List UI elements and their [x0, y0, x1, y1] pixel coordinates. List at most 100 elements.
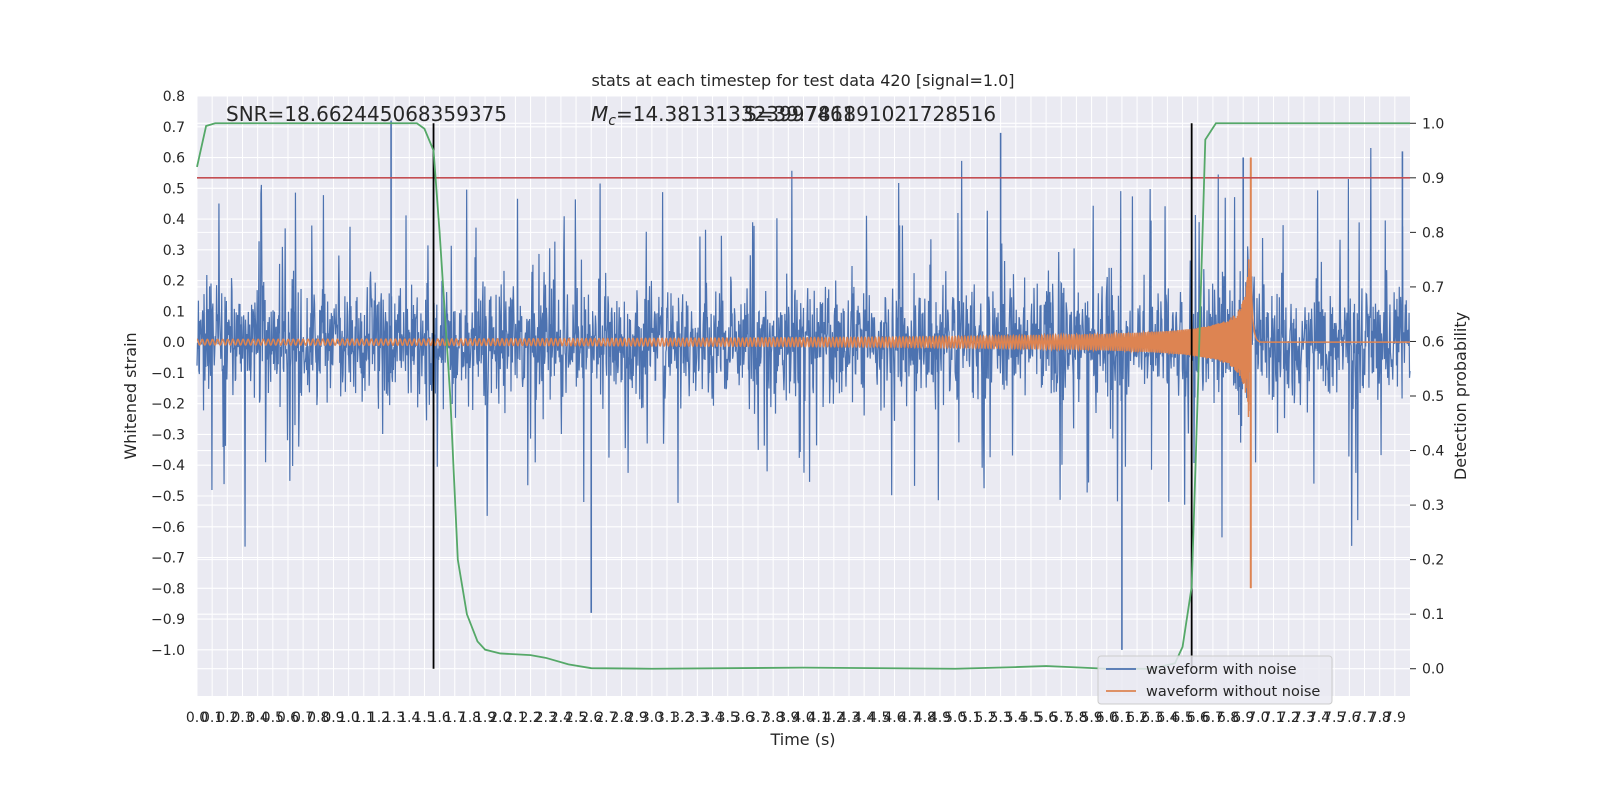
- x-tick-label: 3.9: [777, 710, 799, 726]
- x-tick-label: 0.6: [277, 710, 299, 726]
- y2-tick-label: 0.1: [1422, 607, 1444, 623]
- y2-tick-label: 0.0: [1422, 662, 1444, 678]
- x-tick-label: 5.3: [989, 710, 1011, 726]
- y2-tick-label: 1.0: [1422, 116, 1444, 132]
- chirp-mass-annotation: Mc=14.381313323997461: [591, 102, 855, 129]
- y2-tick-label: 0.2: [1422, 553, 1444, 569]
- y-tick-label: −0.4: [151, 458, 185, 474]
- x-tick-label: 3.8: [762, 710, 784, 726]
- x-tick-label: 4.0: [792, 710, 814, 726]
- x-tick-label: 5.2: [974, 710, 996, 726]
- chirp-mass-subscript: c: [608, 113, 616, 129]
- x-tick-label: 6.8: [1217, 710, 1239, 726]
- x-tick-label: 4.3: [838, 710, 860, 726]
- y-tick-label: 0.3: [163, 243, 185, 259]
- x-tick-label: 5.8: [1065, 710, 1087, 726]
- x-tick-label: 7.4: [1308, 710, 1330, 726]
- x-tick-label: 5.7: [1050, 710, 1072, 726]
- y-tick-label: −0.2: [151, 397, 185, 413]
- x-tick-label: 0.8: [307, 710, 329, 726]
- x-axis-label: Time (s): [769, 730, 835, 749]
- x-tick-label: 4.9: [929, 710, 951, 726]
- x-tick-label: 1.3: [383, 710, 405, 726]
- y-tick-label: 0.2: [163, 274, 185, 290]
- legend-label-noise: waveform with noise: [1146, 662, 1297, 678]
- y-tick-label: −0.5: [151, 489, 185, 505]
- x-tick-label: 7.3: [1293, 710, 1315, 726]
- x-tick-label: 4.2: [823, 710, 845, 726]
- x-tick-label: 5.1: [959, 710, 981, 726]
- x-tick-label: 7.6: [1338, 710, 1360, 726]
- legend: waveform with noise waveform without noi…: [1097, 655, 1333, 705]
- x-tick-label: 7.5: [1323, 710, 1345, 726]
- y2-tick-label: 0.4: [1422, 444, 1444, 460]
- plot-area: [196, 120, 1411, 670]
- x-tick-label: 6.6: [1187, 710, 1209, 726]
- chirp-mass-value: =14.381313323997461: [616, 102, 855, 126]
- s-annotation: S=39.781891021728516: [744, 102, 996, 126]
- y-tick-label: 0.7: [163, 120, 185, 136]
- series-waveform-with-noise: [196, 148, 1411, 547]
- x-tick-label: 0.4: [247, 710, 269, 726]
- x-tick-label: 1.2: [368, 710, 390, 726]
- y-tick-label: −0.6: [151, 520, 185, 536]
- y2-tick-label: 0.7: [1422, 280, 1444, 296]
- x-tick-label: 3.1: [656, 710, 678, 726]
- x-tick-label: 1.7: [444, 710, 466, 726]
- x-tick-label: 3.7: [747, 710, 769, 726]
- x-tick-label: 2.6: [580, 710, 602, 726]
- x-tick-label: 5.5: [1020, 710, 1042, 726]
- x-tick-label: 0.1: [201, 710, 223, 726]
- x-tick-label: 4.5: [868, 710, 890, 726]
- x-tick-label: 5.9: [1080, 710, 1102, 726]
- x-tick-label: 0.3: [231, 710, 253, 726]
- x-tick-label: 1.8: [459, 710, 481, 726]
- x-tick-label: 7.7: [1353, 710, 1375, 726]
- chart-title: stats at each timestep for test data 420…: [591, 71, 1014, 90]
- y-tick-label: −0.8: [151, 581, 185, 597]
- x-tick-label: 2.3: [535, 710, 557, 726]
- x-tick-label: 2.2: [519, 710, 541, 726]
- x-tick-label: 2.9: [626, 710, 648, 726]
- x-tick-label: 1.5: [413, 710, 435, 726]
- x-tick-label: 7.1: [1262, 710, 1284, 726]
- x-tick-label: 1.1: [353, 710, 375, 726]
- x-tick-label: 6.5: [1171, 710, 1193, 726]
- y2-axis-label: Detection probability: [1451, 312, 1470, 480]
- y-tick-label: −0.9: [151, 612, 185, 628]
- y-tick-label: 0.1: [163, 304, 185, 320]
- x-tick-label: 1.9: [474, 710, 496, 726]
- y-tick-label: −0.1: [151, 366, 185, 382]
- y2-tick-label: 0.5: [1422, 389, 1444, 405]
- y2-tick-label: 0.8: [1422, 225, 1444, 241]
- y2-tick-labels: 1.0 0.9 0.8 0.7 0.6 0.5 0.4 0.3 0.2 0.1 0.0: [1410, 116, 1444, 678]
- x-tick-label: 5.4: [1005, 710, 1027, 726]
- x-tick-label: 6.9: [1232, 710, 1254, 726]
- y2-tick-label: 0.6: [1422, 334, 1444, 350]
- x-tick-label: 0.0: [186, 710, 208, 726]
- x-tick-label: 1.6: [428, 710, 450, 726]
- x-tick-label: 5.0: [944, 710, 966, 726]
- x-tick-label: 1.4: [398, 710, 420, 726]
- x-tick-label: 4.7: [899, 710, 921, 726]
- series-detection-probability: [196, 122, 1410, 670]
- x-tick-label: 3.4: [701, 710, 723, 726]
- x-tick-label: 0.2: [216, 710, 238, 726]
- y-axis-label: Whitened strain: [121, 332, 140, 459]
- x-tick-label: 3.2: [671, 710, 693, 726]
- x-tick-label: 7.9: [1384, 710, 1406, 726]
- x-tick-label: 4.8: [914, 710, 936, 726]
- x-tick-label: 3.6: [732, 710, 754, 726]
- x-tick-label: 4.4: [853, 710, 875, 726]
- y-tick-label: −0.3: [151, 427, 185, 443]
- x-tick-label: 3.3: [686, 710, 708, 726]
- y-tick-label: 0.6: [163, 151, 185, 167]
- x-tick-label: 4.1: [808, 710, 830, 726]
- x-tick-label: 6.2: [1126, 710, 1148, 726]
- x-tick-label: 6.7: [1202, 710, 1224, 726]
- y-tick-label: −1.0: [151, 643, 185, 659]
- x-tick-label: 2.8: [610, 710, 632, 726]
- x-tick-label: 5.6: [1035, 710, 1057, 726]
